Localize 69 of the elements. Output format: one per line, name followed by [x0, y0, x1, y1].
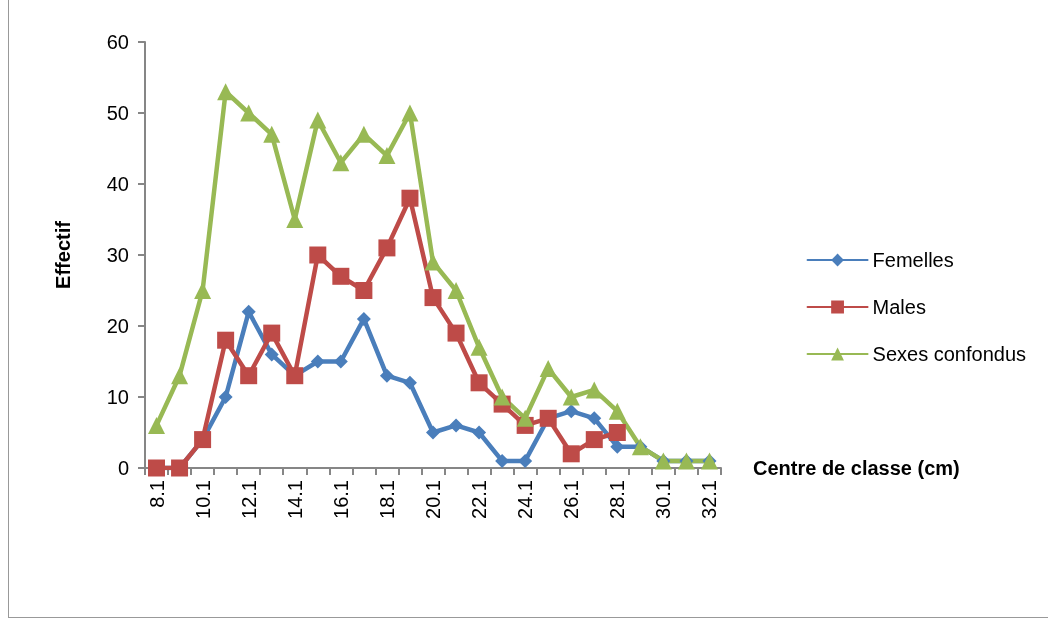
point — [608, 402, 626, 420]
point — [241, 304, 256, 319]
x-tick-label: 22.1 — [468, 480, 491, 519]
x-tick-label: 8.1 — [145, 480, 168, 508]
point — [470, 338, 488, 356]
point — [264, 347, 279, 362]
x-tick-label: 16.1 — [329, 480, 352, 519]
y-tick-label: 60 — [106, 31, 129, 53]
point — [378, 147, 396, 165]
point — [171, 367, 189, 385]
point — [562, 388, 580, 406]
x-tick-label: 26.1 — [560, 480, 583, 519]
point — [518, 453, 533, 468]
legend-label: Males — [872, 296, 926, 318]
point — [608, 424, 626, 441]
point — [426, 425, 440, 440]
point — [356, 311, 371, 326]
point — [378, 239, 396, 257]
point — [585, 381, 603, 399]
point — [587, 411, 602, 426]
point — [610, 439, 625, 454]
point — [472, 425, 487, 440]
y-tick-label: 20 — [106, 315, 129, 337]
point — [263, 324, 281, 342]
point — [379, 368, 394, 383]
y-tick-label: 40 — [106, 173, 129, 195]
x-tick-label: 18.1 — [375, 480, 398, 519]
point — [148, 416, 166, 434]
x-tick-label: 30.1 — [652, 480, 675, 519]
point — [217, 331, 235, 349]
point — [447, 324, 465, 342]
point — [585, 431, 603, 449]
point — [562, 445, 580, 463]
point — [470, 374, 488, 392]
point — [402, 375, 417, 390]
point — [309, 111, 327, 129]
point — [310, 354, 325, 369]
point — [240, 367, 258, 385]
y-tick-label: 30 — [106, 244, 129, 266]
point — [564, 404, 579, 419]
y-tick-label: 0 — [117, 457, 129, 479]
legend-label: Sexes confondus — [872, 343, 1026, 365]
point — [333, 354, 348, 369]
point — [424, 289, 442, 307]
point — [449, 418, 464, 433]
point — [516, 409, 534, 427]
x-tick-label: 32.1 — [698, 480, 721, 519]
point — [309, 246, 327, 264]
point — [355, 282, 373, 299]
y-tick-label: 50 — [106, 102, 129, 124]
point — [263, 125, 281, 143]
point — [447, 282, 465, 299]
x-tick-label: 20.1 — [422, 480, 444, 519]
legend-label: Femelles — [872, 249, 954, 271]
point — [332, 154, 350, 172]
y-axis-title: Effectif — [52, 220, 74, 289]
point — [493, 388, 511, 406]
x-axis-title: Centre de classe (cm) — [753, 457, 960, 479]
point — [218, 390, 233, 404]
x-tick-label: 28.1 — [606, 480, 629, 519]
y-tick-label: 10 — [106, 386, 129, 408]
point — [332, 267, 350, 285]
x-tick-label: 10.1 — [191, 480, 214, 519]
x-tick-label: 24.1 — [514, 480, 537, 519]
x-tick-label: 12.1 — [237, 480, 260, 519]
point — [401, 189, 419, 207]
point — [401, 104, 419, 122]
x-tick-label: 14.1 — [283, 480, 306, 519]
point — [539, 360, 557, 378]
